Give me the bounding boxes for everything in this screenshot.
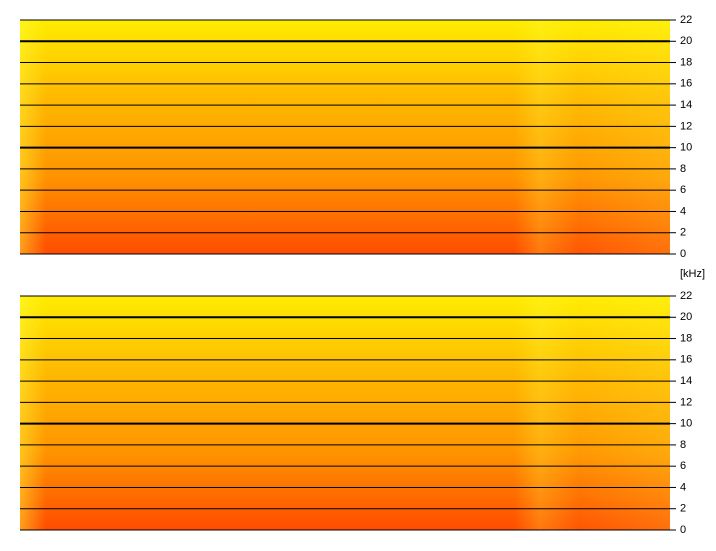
y-tick-label: 8 bbox=[680, 163, 686, 175]
y-axis-unit: [kHz] bbox=[680, 268, 705, 280]
y-tick-label: 6 bbox=[680, 184, 686, 196]
y-tick-label: 4 bbox=[680, 481, 686, 493]
y-tick-label: 18 bbox=[680, 332, 692, 344]
spectrogram-edge-shade bbox=[20, 296, 670, 530]
y-tick-label: 16 bbox=[680, 354, 692, 366]
y-tick-label: 20 bbox=[680, 35, 692, 47]
spectrogram-edge-shade bbox=[20, 20, 670, 254]
y-tick-label: 12 bbox=[680, 396, 692, 408]
y-tick-label: 10 bbox=[680, 418, 692, 430]
y-tick-label: 0 bbox=[680, 524, 686, 536]
y-tick-label: 2 bbox=[680, 227, 686, 239]
y-tick-label: 4 bbox=[680, 205, 686, 217]
y-tick-label: 0 bbox=[680, 248, 686, 260]
y-tick-label: 22 bbox=[680, 290, 692, 302]
y-tick-label: 6 bbox=[680, 460, 686, 472]
y-tick-label: 20 bbox=[680, 311, 692, 323]
y-tick-label: 18 bbox=[680, 56, 692, 68]
y-tick-label: 16 bbox=[680, 78, 692, 90]
y-tick-label: 14 bbox=[680, 375, 692, 387]
y-tick-label: 12 bbox=[680, 120, 692, 132]
y-tick-label: 22 bbox=[680, 14, 692, 26]
y-tick-label: 14 bbox=[680, 99, 692, 111]
y-tick-label: 2 bbox=[680, 503, 686, 515]
y-tick-label: 8 bbox=[680, 439, 686, 451]
y-tick-label: 10 bbox=[680, 142, 692, 154]
